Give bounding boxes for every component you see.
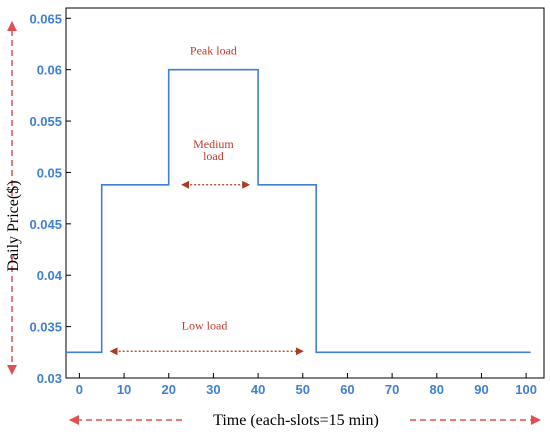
x-tick-label: 0 [76,382,83,397]
x-tick-label: 90 [474,382,488,397]
y-tick-label: 0.06 [37,63,62,78]
y-tick-label: 0.065 [29,11,62,26]
plot-frame [65,7,545,379]
x-tick-label: 70 [385,382,399,397]
annotation-label: Low load [182,319,228,333]
load-range-arrows [109,180,304,356]
x-tick-labels: 0 10 20 30 40 50 60 70 80 90 100 [76,373,537,397]
x-tick-label: 50 [296,382,310,397]
x-axis-label: Time (each-slots=15 min) [213,412,379,429]
x-tick-label: 30 [206,382,220,397]
annotation-label: Peak load [190,43,237,57]
y-tick-label: 0.05 [37,165,62,180]
x-tick-label: 40 [251,382,265,397]
y-tick-label: 0.04 [37,268,63,283]
y-tick-label: 0.03 [37,371,62,386]
price-series-line [66,68,531,354]
y-tick-label: 0.045 [29,217,62,232]
x-tick-label: 100 [515,382,537,397]
annotation-label: Medium [193,137,234,151]
x-tick-label: 10 [117,382,131,397]
annotation-label: load [203,149,224,163]
x-tick-label: 60 [340,382,354,397]
x-tick-label: 80 [430,382,444,397]
y-tick-label: 0.055 [29,114,62,129]
y-tick-labels: 0.03 0.035 0.04 0.045 0.05 0.055 0.06 0.065 [29,11,71,386]
y-axis-label: Daily Price($) [5,180,22,271]
x-tick-label: 20 [162,382,176,397]
y-tick-label: 0.035 [29,320,62,335]
